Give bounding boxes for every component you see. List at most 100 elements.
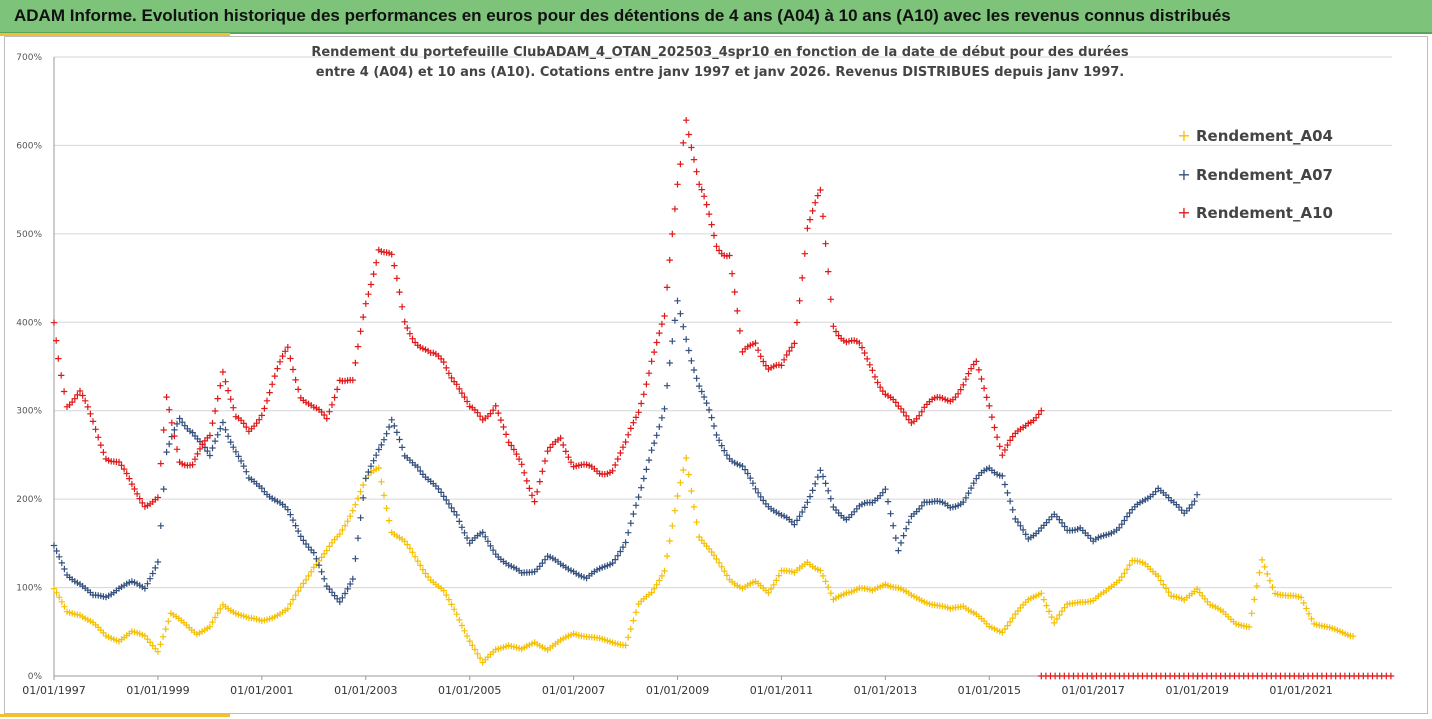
data-point (518, 461, 525, 468)
data-point (284, 344, 291, 351)
data-point (1152, 488, 1159, 495)
data-point (703, 399, 710, 407)
data-point (352, 501, 359, 508)
data-point (194, 450, 201, 458)
data-point (276, 358, 284, 365)
data-point (1251, 596, 1258, 603)
data-point (476, 413, 484, 420)
data-point (900, 409, 907, 416)
data-point (443, 364, 450, 372)
data-point (484, 538, 492, 545)
x-tick-label: 01/01/2017 (1062, 684, 1125, 697)
data-point (965, 370, 972, 377)
data-point (347, 580, 354, 588)
data-point (698, 388, 705, 395)
data-point (162, 625, 169, 633)
data-point (822, 578, 829, 585)
data-point (206, 623, 214, 630)
data-point (237, 457, 245, 465)
data-point (230, 444, 237, 451)
data-point (698, 186, 705, 193)
data-point (219, 368, 227, 376)
series-a04 (50, 454, 1357, 666)
data-point (146, 575, 154, 582)
legend-marker-a07: + (1177, 165, 1190, 184)
data-point (357, 488, 364, 495)
data-point (804, 499, 811, 506)
data-point (261, 405, 268, 412)
data-point (89, 418, 97, 425)
data-point (1058, 519, 1066, 527)
data-point (825, 487, 832, 494)
data-point (625, 634, 632, 641)
data-point (783, 351, 790, 359)
data-point (502, 431, 510, 438)
x-tick-label: 01/01/2015 (958, 684, 1021, 697)
data-point (469, 642, 476, 649)
series-layer (50, 117, 1395, 680)
data-point (762, 362, 770, 369)
data-point (1022, 531, 1029, 538)
data-point (723, 572, 731, 579)
data-point (693, 375, 700, 382)
data-point (354, 535, 362, 542)
data-point (336, 531, 343, 538)
data-point (341, 522, 349, 529)
data-point (696, 382, 703, 390)
data-point (456, 616, 463, 624)
data-point (159, 633, 167, 640)
data-point (445, 596, 453, 603)
data-point (232, 448, 240, 455)
data-point (1256, 569, 1263, 576)
data-point (287, 511, 294, 518)
data-point (406, 545, 414, 552)
data-point (986, 402, 993, 410)
data-point (656, 423, 663, 430)
data-point (84, 403, 91, 411)
data-point (492, 402, 499, 410)
data-point (897, 539, 905, 547)
data-point (443, 591, 450, 599)
data-point (53, 547, 60, 555)
data-point (458, 389, 466, 397)
data-point (683, 336, 690, 343)
data-point (380, 436, 388, 443)
data-point (788, 344, 795, 351)
data-point (157, 641, 164, 648)
data-point (230, 404, 237, 411)
data-point (209, 419, 216, 427)
data-point (793, 319, 801, 326)
data-point (677, 479, 684, 486)
data-point (393, 275, 401, 282)
data-point (685, 471, 692, 478)
data-point (378, 478, 385, 485)
y-tick-label: 300% (16, 407, 42, 417)
data-point (1193, 491, 1201, 498)
data-point (1297, 594, 1305, 601)
data-point (131, 485, 138, 493)
data-point (417, 562, 424, 569)
data-point (128, 480, 136, 488)
data-point (315, 562, 323, 569)
legend-label-a10: Rendement_A10 (1196, 204, 1333, 222)
data-point (76, 387, 84, 395)
data-point (539, 468, 546, 475)
data-point (171, 426, 178, 434)
data-point (690, 156, 698, 163)
data-point (168, 419, 175, 426)
data-point (1014, 518, 1022, 526)
data-point (328, 401, 336, 408)
data-point (612, 556, 619, 563)
data-point (705, 406, 713, 414)
data-point (206, 432, 214, 439)
data-point (648, 358, 655, 365)
data-point (1009, 506, 1016, 513)
data-point (243, 468, 250, 475)
data-point (339, 526, 346, 534)
data-point (669, 338, 676, 345)
data-point (900, 532, 907, 539)
data-point (812, 480, 819, 487)
data-point (463, 534, 471, 542)
data-point (217, 425, 224, 432)
data-point (710, 232, 718, 239)
